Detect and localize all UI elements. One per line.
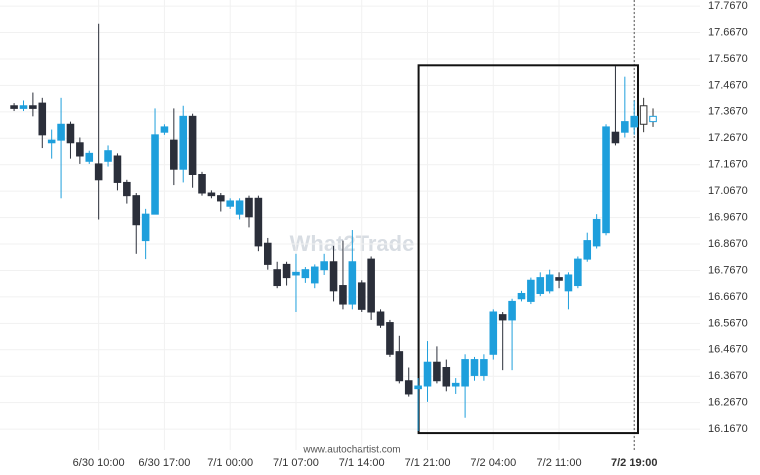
x-tick-label: 7/1 14:00 (339, 457, 385, 469)
y-tick-label: 16.4670 (708, 344, 748, 356)
candle-body (217, 195, 225, 202)
candle-body (545, 274, 554, 292)
y-tick-label: 17.2670 (708, 132, 748, 144)
candle-body (433, 361, 441, 382)
candle-body (480, 359, 488, 376)
y-tick-label: 17.3670 (708, 106, 748, 118)
candle-body (19, 105, 28, 109)
candle-body (527, 279, 535, 302)
candle-body (85, 152, 94, 162)
candle-body (310, 266, 319, 284)
candle-body (94, 163, 103, 181)
y-tick-label: 16.1670 (708, 423, 748, 435)
candle-body (282, 263, 291, 279)
candle-body (226, 200, 234, 207)
candle-body (357, 282, 366, 310)
candle-body (113, 155, 122, 183)
y-tick-label: 16.3670 (708, 370, 748, 382)
candle-body (198, 174, 206, 194)
y-tick-label: 16.9670 (708, 212, 748, 224)
candle-body (170, 139, 178, 170)
candle-body (555, 277, 563, 281)
candle-body (508, 300, 516, 321)
candle-body (517, 292, 526, 300)
candle-body (160, 126, 169, 133)
candle-body (10, 105, 18, 109)
candle-body (207, 192, 216, 197)
candle-body (188, 115, 197, 176)
candle-body (376, 311, 385, 326)
candle-body (621, 121, 629, 133)
candle-body (592, 218, 601, 247)
candle-body (179, 115, 188, 170)
candle-body (292, 271, 300, 276)
candle-body (123, 181, 131, 197)
candle-body (263, 242, 272, 265)
candle-body (151, 134, 159, 215)
candle-body (611, 131, 620, 144)
candle-body (451, 382, 460, 387)
y-tick-label: 16.7670 (708, 264, 748, 276)
candle-body (76, 142, 84, 157)
y-tick-label: 16.5670 (708, 317, 748, 329)
y-tick-label: 17.1670 (708, 159, 748, 171)
candle-body (339, 285, 347, 305)
candle-body (57, 123, 65, 141)
candle-body (630, 115, 639, 128)
candle-body (470, 359, 479, 376)
candle-body (47, 139, 56, 144)
y-tick-label: 16.8670 (708, 238, 748, 250)
y-tick-label: 17.4670 (708, 79, 748, 91)
x-tick-label: 7/2 19:00 (611, 457, 657, 469)
candle-body (235, 200, 244, 215)
candle-body (273, 269, 281, 287)
x-tick-label: 7/1 07:00 (273, 457, 319, 469)
candle-body (442, 367, 451, 387)
x-tick-label: 6/30 10:00 (73, 457, 125, 469)
candle-body (245, 197, 253, 218)
y-tick-label: 17.5670 (708, 53, 748, 65)
x-tick-label: 6/30 17:00 (138, 457, 190, 469)
candle-body (301, 269, 310, 279)
candle-body (536, 277, 545, 294)
candle-body (461, 359, 469, 387)
y-tick-label: 17.6670 (708, 26, 748, 38)
candle-body (602, 126, 610, 234)
candle-body (104, 150, 112, 162)
candle-body (404, 380, 413, 395)
candle-body (564, 274, 573, 292)
y-tick-label: 17.0670 (708, 185, 748, 197)
y-tick-label: 16.2670 (708, 397, 748, 409)
candle-body (639, 105, 648, 125)
candle-body (367, 258, 375, 313)
x-tick-label: 7/1 00:00 (207, 457, 253, 469)
x-tick-label: 7/2 11:00 (537, 457, 582, 469)
candle-body (348, 261, 357, 305)
pattern-box (417, 64, 639, 435)
candle-body (414, 385, 422, 390)
y-tick-label: 16.6670 (708, 291, 748, 303)
candle-body (583, 240, 592, 260)
candle-body (254, 197, 263, 247)
y-tick-label: 17.7670 (708, 0, 748, 12)
candle-body (489, 311, 498, 355)
x-tick-label: 7/1 21:00 (405, 457, 451, 469)
candle-body (386, 322, 394, 355)
candle-body (395, 351, 404, 382)
candle-body (649, 115, 657, 123)
candle-body (38, 102, 47, 136)
candle-body (498, 314, 507, 321)
x-tick-label: 7/2 04:00 (470, 457, 516, 469)
candle-body (423, 361, 432, 387)
candle-body (66, 123, 75, 144)
candle-body (132, 195, 141, 226)
candle-body (574, 258, 582, 287)
candle-body (329, 261, 338, 292)
source: www.autochartist.com (302, 445, 400, 456)
candle-body (320, 261, 328, 271)
candle-body (141, 213, 150, 242)
candle-body (29, 105, 37, 109)
